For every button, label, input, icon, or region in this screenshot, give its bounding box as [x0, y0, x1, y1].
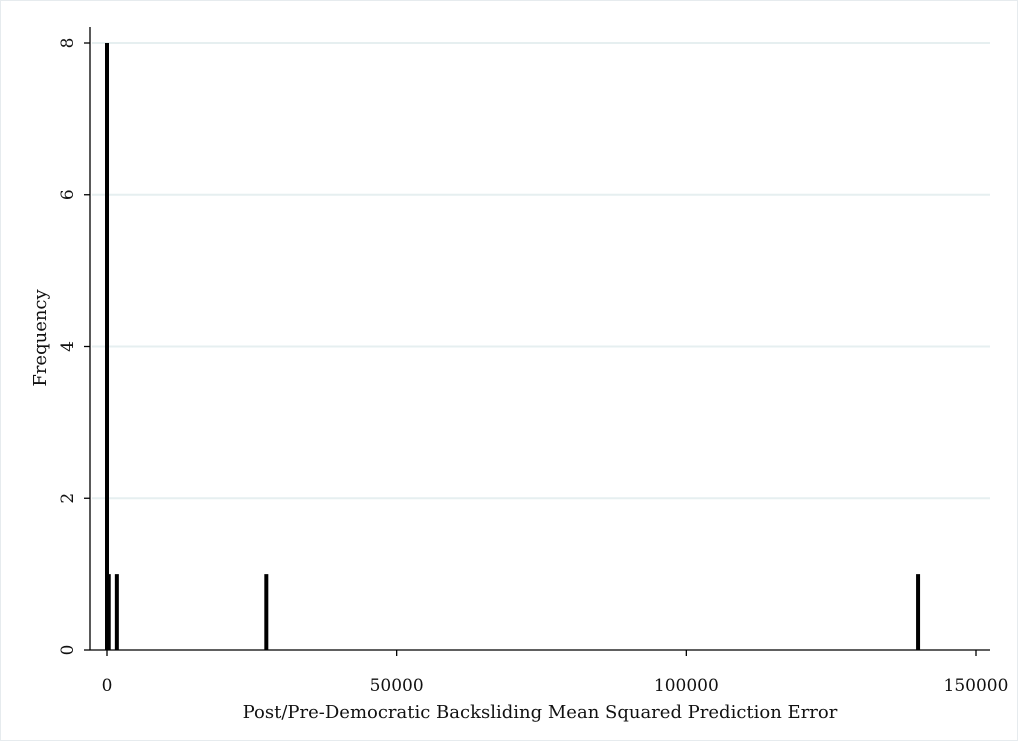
x-tick-label-50000: 50000 [370, 676, 424, 696]
bar-0 [105, 43, 109, 650]
x-ticks: 0 50000 100000 150000 [102, 650, 1009, 696]
grid-lines [92, 42, 990, 500]
y-tick-label-4: 4 [58, 341, 78, 352]
y-axis-title: Frequency [30, 288, 51, 386]
bar-4 [916, 574, 921, 650]
y-tick-label-8: 8 [58, 38, 78, 49]
bar-3 [264, 574, 269, 650]
y-tick-label-0: 0 [58, 645, 78, 656]
x-tick-label-0: 0 [102, 676, 113, 696]
x-tick-label-100000: 100000 [654, 676, 719, 696]
bar-2 [114, 574, 119, 650]
x-tick-label-150000: 150000 [944, 676, 1009, 696]
y-ticks: 0 2 4 6 8 [58, 38, 90, 656]
bars [105, 43, 921, 650]
x-axis-title: Post/Pre-Democratic Backsliding Mean Squ… [243, 702, 838, 723]
bar-1 [106, 574, 111, 650]
y-tick-label-6: 6 [58, 189, 78, 200]
axes [89, 27, 990, 651]
y-tick-label-2: 2 [58, 493, 78, 504]
